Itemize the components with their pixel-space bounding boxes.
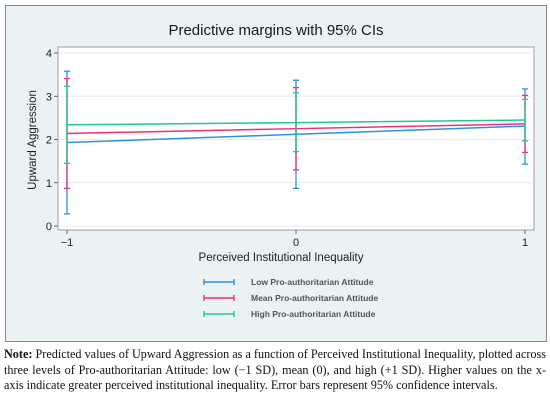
legend-item: High Pro-authoritarian Attitude [203, 309, 376, 319]
x-tick-label: −1 [61, 237, 74, 249]
chart-figure: Predictive margins with 95% CIs 0 1 2 3 4 −1 0… [5, 5, 547, 342]
chart-title: Predictive margins with 95% CIs [168, 22, 383, 39]
series-group [64, 85, 528, 164]
x-axis-title: Perceived Institutional Inequality [199, 252, 364, 264]
axes: 0 1 2 3 4 −1 0 1 [46, 48, 528, 249]
y-tick-label: 1 [46, 178, 52, 190]
series-layer [64, 70, 528, 215]
x-tick-label: 0 [293, 237, 299, 249]
note-label: Note: [4, 347, 33, 361]
legend-item: Low Pro-authoritarian Attitude [203, 277, 374, 287]
y-tick-label: 4 [46, 48, 52, 60]
y-axis-title: Upward Aggression [27, 90, 39, 190]
legend-item: Mean Pro-authoritarian Attitude [203, 293, 378, 303]
legend: Low Pro-authoritarian Attitude Mean Pro-a… [203, 277, 378, 319]
y-tick-label: 2 [46, 135, 52, 147]
y-tick-label: 3 [46, 91, 52, 103]
figure-note: Note: Predicted values of Upward Aggress… [4, 347, 546, 394]
legend-label: High Pro-authoritarian Attitude [251, 309, 376, 319]
note-text: Predicted values of Upward Aggression as… [4, 347, 547, 392]
x-tick-label: 1 [522, 237, 528, 249]
legend-label: Low Pro-authoritarian Attitude [251, 277, 374, 287]
legend-label: Mean Pro-authoritarian Attitude [251, 293, 378, 303]
y-tick-label: 0 [46, 221, 52, 233]
